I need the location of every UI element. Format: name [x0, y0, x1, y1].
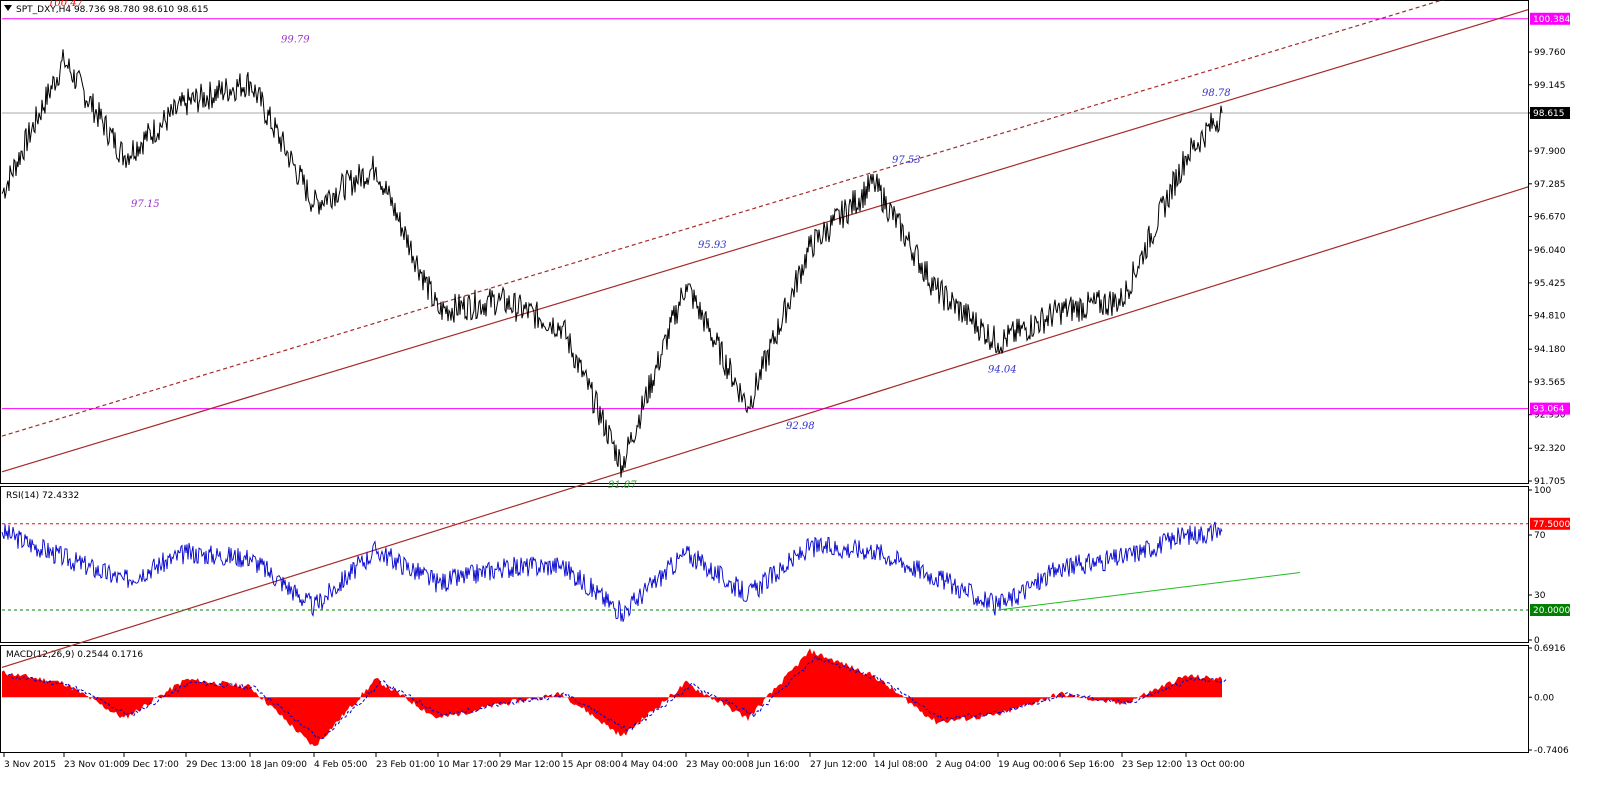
x-tick-label: 29 Mar 12:00 [500, 760, 560, 770]
rsi-level-badge [1530, 604, 1570, 616]
level-badge-label: 93.064 [1533, 405, 1565, 415]
swing-label: 100.47 [48, 0, 84, 9]
x-tick-label: 23 Nov 01:00 [64, 760, 125, 770]
rsi-level-badge [1530, 517, 1570, 530]
price-tick-label: 99.145 [1534, 81, 1566, 91]
rsi-series [1, 521, 1301, 622]
price-tick-label: 93.565 [1534, 378, 1566, 388]
rsi-pane-frame [0, 486, 1529, 643]
rsi-tick-label: 70 [1534, 531, 1546, 541]
channel-lower-line [1, 186, 1529, 669]
x-tick-label: 27 Jun 12:00 [810, 760, 867, 770]
x-tick-label: 4 May 04:00 [622, 760, 678, 770]
swing-label: 92.98 [786, 421, 815, 432]
x-tick-label: 6 Sep 16:00 [1060, 760, 1115, 770]
x-tick-label: 14 Jul 08:00 [874, 760, 928, 770]
x-tick-label: 18 Jan 09:00 [250, 760, 307, 770]
price-tick-label: 91.705 [1534, 477, 1566, 487]
rsi-levels: 77.5000 20.0000 [2, 517, 1570, 616]
price-tick-label: 99.760 [1534, 48, 1566, 58]
price-tick-label: 92.320 [1534, 444, 1566, 454]
macd-histogram [2, 648, 1222, 746]
price-tick-label: 92.950 [1534, 411, 1566, 421]
macd-signal-line [7, 654, 1227, 740]
macd-header: MACD(12,26,9) 0.2544 0.1716 [6, 650, 143, 660]
rsi-trendline [997, 572, 1301, 611]
price-header: SPT_DXY,H4 98.736 98.780 98.610 98.615 [16, 5, 209, 15]
swing-label: 98.78 [1202, 88, 1231, 99]
price-tick-label: 97.900 [1534, 147, 1566, 157]
horizontal-levels: 100.384 93.064 [2, 12, 1570, 415]
rsi-tick-label: 0 [1534, 636, 1540, 646]
price-series [1, 49, 1223, 478]
price-y-axis: 99.760 99.145 98.615 97.900 97.285 96.670 96.0… [2, 48, 1570, 487]
swing-label: 95.93 [698, 240, 727, 251]
rsi-tick-label: 100 [1534, 486, 1551, 496]
rsi-tick-label: 30 [1534, 591, 1546, 601]
x-tick-label: 29 Dec 13:00 [186, 760, 247, 770]
x-tick-label: 10 Mar 17:00 [438, 760, 498, 770]
swing-label: 97.15 [131, 199, 160, 210]
price-tick-label: 96.040 [1534, 246, 1566, 256]
x-tick-label: 8 Jun 16:00 [748, 760, 800, 770]
x-tick-label: 4 Feb 05:00 [314, 760, 368, 770]
rsi-line [1, 521, 1223, 622]
macd-series [2, 648, 1227, 746]
current-price-badge [1530, 106, 1570, 119]
price-annotations: 100.47 99.79 97.15 95.93 97.53 98.78 94.04 92.9… [48, 0, 1231, 491]
level-badge [1530, 12, 1570, 25]
swing-label: 99.79 [281, 34, 310, 45]
swing-label: 94.04 [988, 365, 1017, 376]
time-axis: 3 Nov 2015 23 Nov 01:00 9 Dec 17:00 29 Dec … [3, 753, 1245, 770]
price-tick-label: 94.810 [1534, 312, 1566, 322]
price-tick-label: 94.180 [1534, 345, 1566, 355]
level-badge [1530, 402, 1570, 415]
x-tick-label: 3 Nov 2015 [4, 760, 56, 770]
trend-channel [1, 0, 1529, 669]
rsi-header: RSI(14) 72.4332 [6, 491, 79, 501]
dropdown-triangle-icon[interactable] [4, 5, 12, 11]
rsi-y-axis: 100 70 30 0 [1528, 486, 1551, 646]
price-pane-frame [0, 0, 1529, 484]
rsi-level-label: 20.0000 [1533, 606, 1570, 616]
price-tick-label: 97.285 [1534, 180, 1566, 190]
x-tick-label: 23 May 00:00 [686, 760, 748, 770]
swing-label: 97.53 [892, 155, 921, 166]
price-line [1, 49, 1223, 478]
macd-y-axis: 0.6916 0.00 -0.7406 [1528, 644, 1569, 756]
macd-pane-frame [0, 645, 1529, 753]
macd-tick-label: 0.6916 [1534, 644, 1566, 654]
x-tick-label: 9 Dec 17:00 [124, 760, 179, 770]
price-tick-label: 95.425 [1534, 279, 1566, 289]
current-price-label: 98.615 [1533, 109, 1565, 119]
channel-outer-line [1, 0, 1445, 437]
rsi-level-label: 77.5000 [1533, 520, 1570, 530]
swing-label: 91.87 [608, 480, 637, 491]
level-badge-label: 100.384 [1533, 15, 1570, 25]
x-tick-label: 19 Aug 00:00 [998, 760, 1059, 770]
x-tick-label: 13 Oct 00:00 [1186, 760, 1245, 770]
macd-tick-label: -0.7406 [1534, 746, 1569, 756]
x-tick-label: 23 Sep 12:00 [1122, 760, 1182, 770]
price-tick-label: 96.670 [1534, 213, 1566, 223]
x-tick-label: 2 Aug 04:00 [936, 760, 991, 770]
x-tick-label: 23 Feb 01:00 [376, 760, 435, 770]
x-tick-label: 15 Apr 08:00 [562, 760, 621, 770]
macd-tick-label: 0.00 [1534, 693, 1554, 703]
channel-upper-line [1, 9, 1529, 473]
